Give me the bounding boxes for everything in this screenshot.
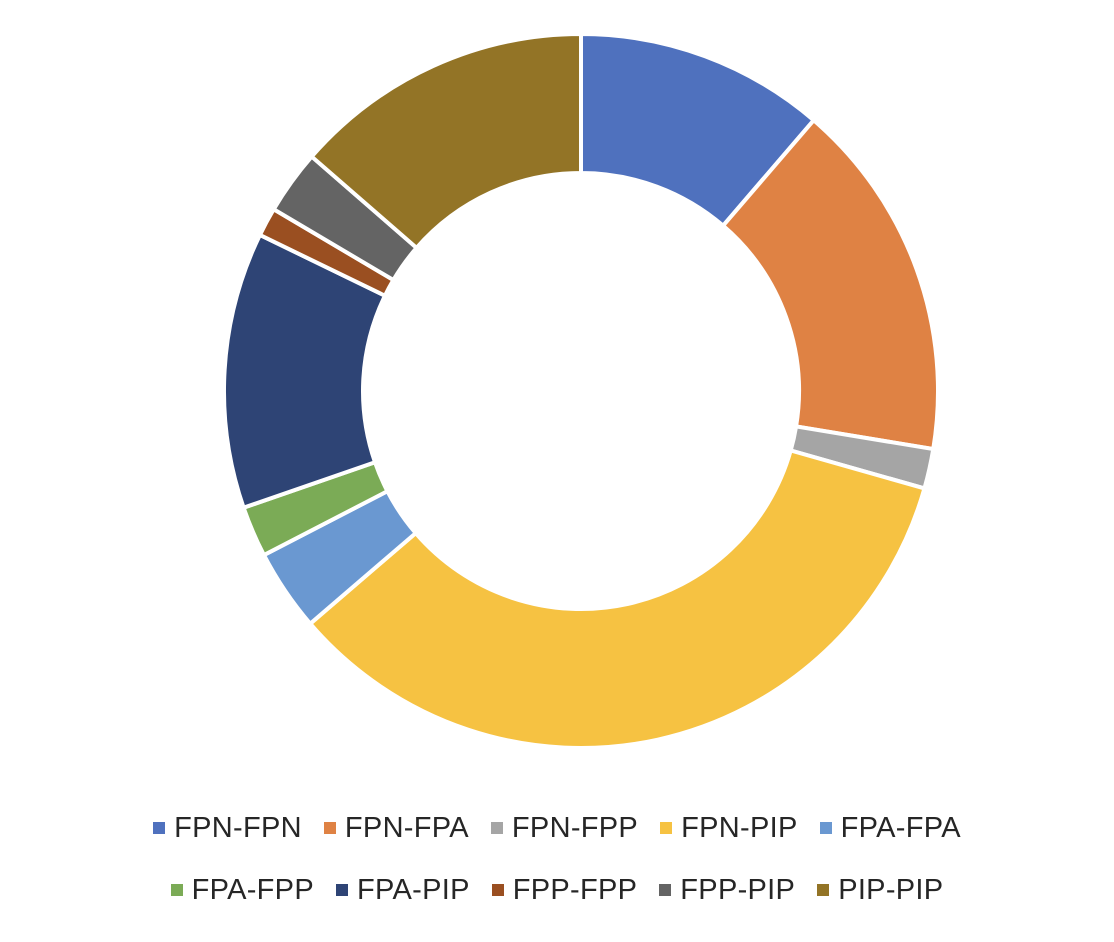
legend-item-fpp-pip: FPP-PIP xyxy=(659,874,795,907)
slice-fpn-pip xyxy=(307,448,927,750)
legend-swatch xyxy=(153,822,166,834)
legend-label: FPA-PIP xyxy=(356,873,470,906)
legend-item-fpa-fpa: FPA-FPA xyxy=(819,811,961,845)
legend-label: FPN-FPP xyxy=(511,811,639,844)
legend-swatch xyxy=(819,822,832,834)
legend-label: FPN-PIP xyxy=(681,811,798,844)
donut-slices xyxy=(222,31,940,750)
legend-label: FPA-FPA xyxy=(840,811,961,844)
legend-item-fpa-pip: FPA-PIP xyxy=(335,873,470,907)
slice-pip-pip xyxy=(308,31,583,251)
legend-swatch xyxy=(817,884,830,896)
legend-item-fpn-fpp: FPN-FPP xyxy=(490,811,639,845)
legend-label: FPA-FPP xyxy=(191,873,314,906)
legend-label: FPN-FPN xyxy=(174,811,302,844)
legend-row-1: FPN-FPN FPN-FPA FPN-FPP FPN-PIP FPA-FPA xyxy=(0,806,1114,850)
legend-swatch xyxy=(490,822,503,834)
legend-item-pip-pip: PIP-PIP xyxy=(817,874,943,907)
legend-swatch xyxy=(323,822,336,834)
legend-swatch xyxy=(659,884,672,896)
legend-label: FPP-PIP xyxy=(680,873,796,906)
legend-swatch xyxy=(335,884,348,896)
legend-swatch xyxy=(660,822,673,834)
legend-swatch xyxy=(491,884,504,896)
legend-label: FPP-FPP xyxy=(512,873,638,906)
legend-label: PIP-PIP xyxy=(838,873,944,906)
legend-item-fpn-fpa: FPN-FPA xyxy=(323,811,469,845)
legend-row-2: FPA-FPP FPA-PIP FPP-FPP FPP-PIP PIP-PIP xyxy=(0,868,1114,912)
legend-item-fpn-pip: FPN-PIP xyxy=(660,812,798,845)
legend-item-fpp-fpp: FPP-FPP xyxy=(491,873,638,907)
legend-swatch xyxy=(170,884,183,896)
slice-fpn-fpa xyxy=(720,117,940,452)
legend-item-fpa-fpp: FPA-FPP xyxy=(170,873,314,907)
legend-item-fpn-fpn: FPN-FPN xyxy=(153,812,302,845)
legend-label: FPN-FPA xyxy=(344,811,469,844)
